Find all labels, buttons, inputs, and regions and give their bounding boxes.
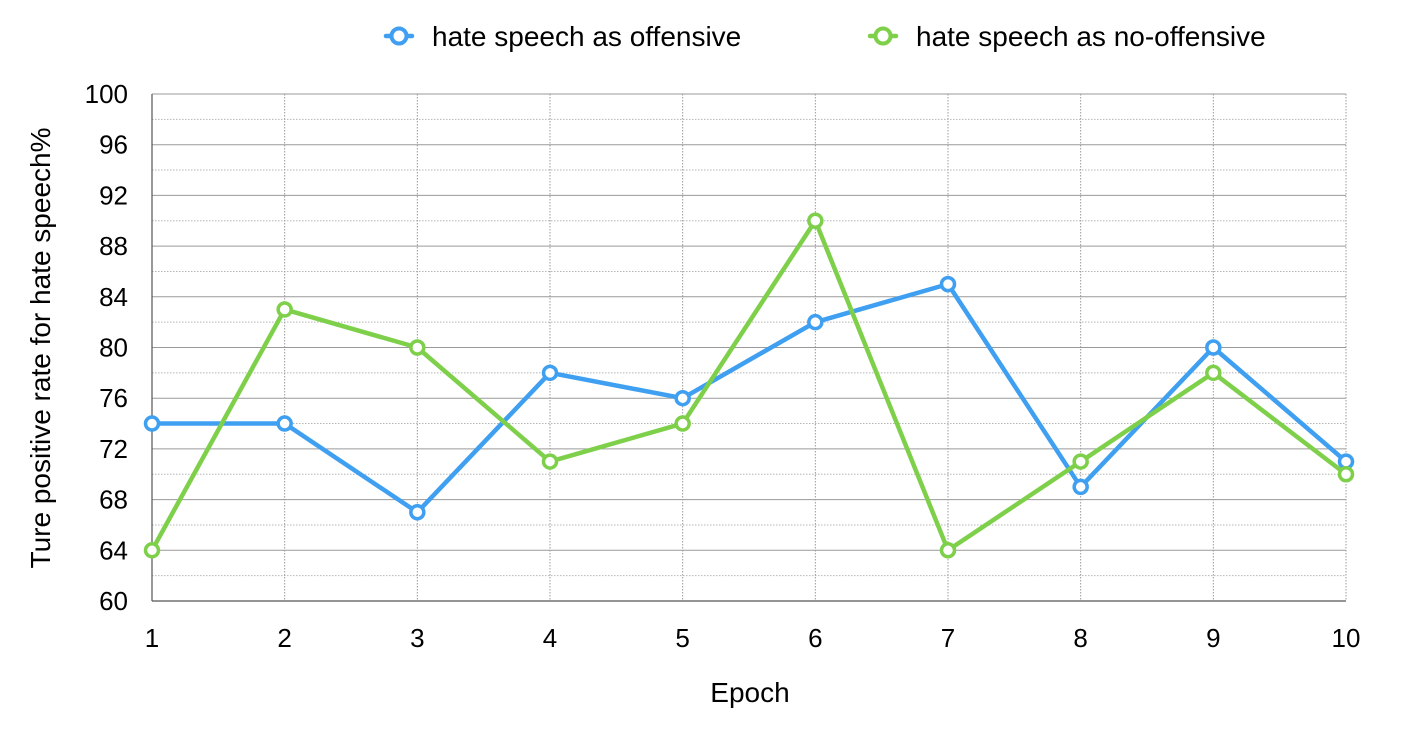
data-point: [807, 212, 824, 229]
axes-layer: [151, 94, 1346, 602]
x-tick-label: 1: [145, 623, 159, 653]
data-point: [674, 389, 691, 407]
grid-layer: [152, 93, 1347, 601]
legend-label: hate speech as no-offensive: [916, 21, 1266, 52]
x-tick-label: 3: [410, 623, 424, 653]
y-tick-label: 88: [99, 231, 128, 261]
data-point: [1072, 453, 1089, 470]
tick-labels: 60 64 68 72 76 80 84 88 92 96 100 1 2 3 4 5 6 7 8 9 10: [85, 79, 1361, 653]
legend-item-1: hate speech as offensive: [383, 21, 741, 52]
data-point: [807, 313, 824, 331]
data-point: [1337, 466, 1355, 483]
y-axis-title: Ture positive rate for hate speech%: [25, 128, 56, 569]
series-2: [143, 212, 1355, 559]
data-point: [276, 301, 293, 318]
y-tick-label: 60: [99, 586, 128, 616]
legend-label: hate speech as offensive: [432, 21, 741, 52]
y-tick-label: 64: [99, 535, 128, 565]
data-point: [541, 453, 559, 470]
legend-item-2: hate speech as no-offensive: [867, 21, 1266, 52]
data-point: [409, 504, 426, 521]
legend-swatch-marker: [389, 26, 409, 46]
x-tick-label: 7: [941, 623, 955, 653]
data-point: [1205, 364, 1222, 382]
x-tick-label: 6: [808, 623, 822, 653]
x-tick-label: 4: [543, 623, 557, 653]
data-point: [1072, 478, 1089, 496]
y-tick-label: 80: [99, 333, 128, 363]
series-line: [149, 218, 1349, 553]
data-point: [674, 415, 691, 432]
data-point: [1205, 339, 1222, 356]
x-axis-title: Epoch: [710, 677, 789, 708]
data-point: [143, 415, 161, 432]
data-point: [541, 364, 559, 382]
data-point: [143, 542, 161, 559]
data-point: [939, 275, 957, 293]
y-tick-label: 72: [99, 434, 128, 464]
x-tick-label: 8: [1073, 623, 1087, 653]
y-tick-label: 84: [99, 282, 128, 312]
x-tick-label: 2: [277, 623, 291, 653]
y-tick-label: 100: [85, 79, 128, 109]
series-layer: [143, 212, 1355, 559]
data-point: [409, 339, 426, 356]
y-tick-label: 96: [99, 130, 128, 160]
legend-swatch-marker: [873, 26, 893, 46]
legend: hate speech as offensive hate speech as n…: [383, 21, 1266, 52]
y-tick-label: 92: [99, 180, 128, 210]
y-tick-label: 76: [99, 383, 128, 413]
data-point: [276, 415, 293, 432]
data-point: [939, 542, 957, 559]
x-tick-label: 9: [1206, 623, 1220, 653]
x-tick-label: 5: [675, 623, 689, 653]
y-tick-label: 68: [99, 485, 128, 515]
x-tick-label: 10: [1332, 623, 1361, 653]
